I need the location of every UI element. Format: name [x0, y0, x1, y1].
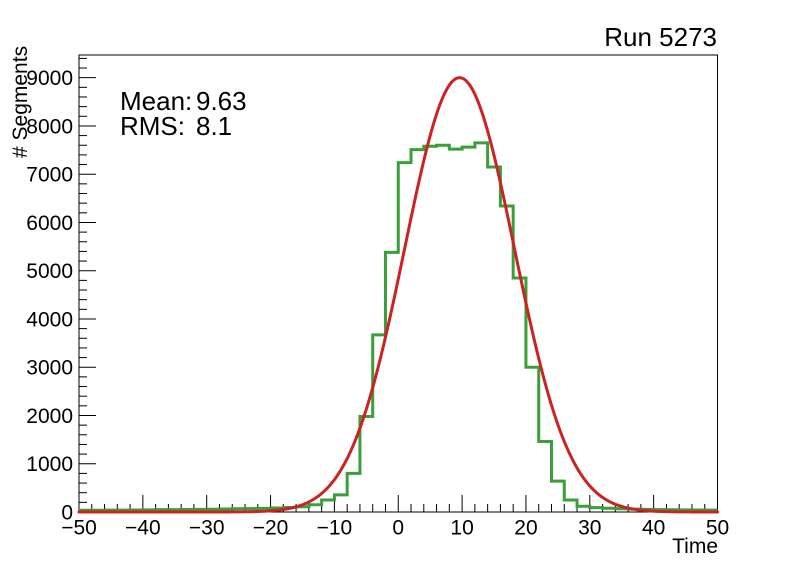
stats-mean-label: Mean:	[120, 86, 192, 116]
x-axis-title: Time	[672, 535, 718, 558]
x-tick-label: −20	[253, 517, 289, 540]
y-tick-label: 6000	[26, 212, 73, 235]
stats-rms-label: RMS:	[120, 111, 185, 141]
y-tick-label: 0	[61, 502, 73, 525]
y-tick-label: 1000	[26, 453, 73, 476]
x-tick-label: −40	[125, 517, 161, 540]
stats-rms-value: 8.1	[196, 111, 232, 141]
fit-curve	[77, 76, 719, 514]
x-tick-label: 20	[514, 517, 537, 540]
y-tick-label: 5000	[26, 260, 73, 283]
y-tick-label: 7000	[26, 164, 73, 187]
y-tick-label: 2000	[26, 405, 73, 428]
axis-tick-labels: −50 −40 −30 −20 −10 0 10 20 30 40 50 0 1000 2000 3000 4…	[26, 67, 729, 539]
x-tick-label: 30	[578, 517, 601, 540]
x-tick-label: −30	[189, 517, 225, 540]
y-tick-label: 4000	[26, 308, 73, 331]
page-title: Run 5273	[604, 22, 717, 52]
y-tick-label: 8000	[26, 115, 73, 138]
histogram-line	[79, 141, 718, 512]
x-tick-label: 10	[450, 517, 473, 540]
y-axis-title: # Segments	[9, 46, 32, 158]
x-tick-label: 50	[706, 517, 729, 540]
stats-mean-value: 9.63	[196, 86, 247, 116]
y-tick-label: 3000	[26, 357, 73, 380]
x-tick-label: −50	[61, 517, 97, 540]
x-tick-label: 40	[642, 517, 665, 540]
x-tick-label: −10	[317, 517, 353, 540]
x-tick-label: 0	[392, 517, 404, 540]
y-tick-label: 9000	[26, 67, 73, 90]
